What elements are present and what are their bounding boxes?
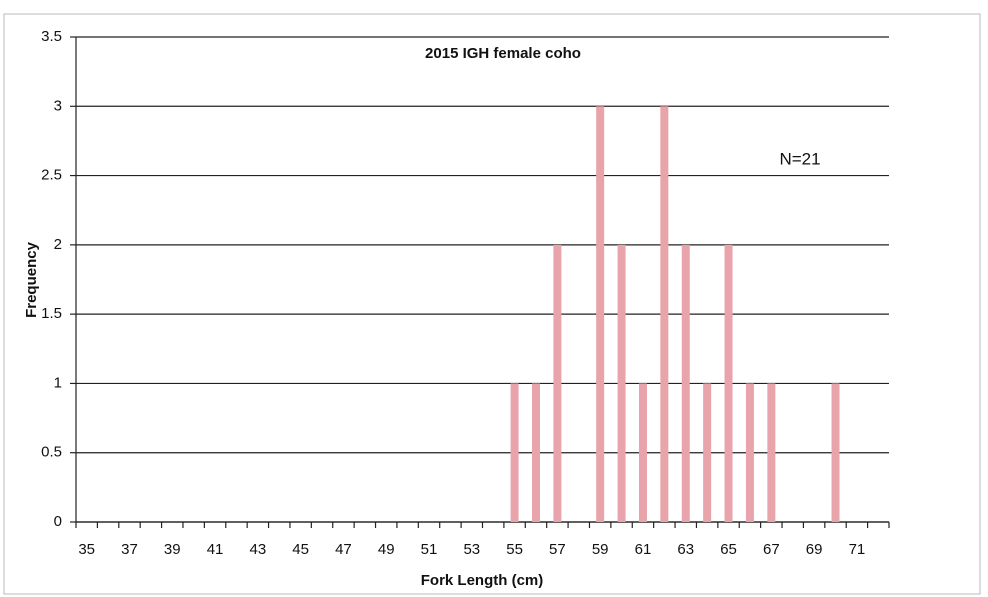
bar bbox=[745, 383, 754, 522]
bar bbox=[638, 383, 647, 522]
bar bbox=[767, 383, 776, 522]
x-tick-label: 49 bbox=[378, 541, 395, 558]
x-tick-label: 37 bbox=[121, 541, 138, 558]
bar bbox=[703, 383, 712, 522]
y-tick-label: 2.5 bbox=[41, 167, 62, 184]
y-tick-label: 3.5 bbox=[41, 28, 62, 45]
x-tick-label: 65 bbox=[720, 541, 737, 558]
bar bbox=[724, 244, 733, 522]
x-tick-label: 69 bbox=[806, 541, 823, 558]
bar bbox=[531, 383, 540, 522]
bar bbox=[596, 106, 605, 523]
x-tick-label: 53 bbox=[463, 541, 480, 558]
y-tick-label: 0.5 bbox=[41, 444, 62, 461]
bar bbox=[617, 244, 626, 522]
bar bbox=[660, 106, 669, 523]
x-tick-label: 45 bbox=[292, 541, 309, 558]
x-tick-label: 55 bbox=[506, 541, 523, 558]
x-tick-label: 61 bbox=[635, 541, 652, 558]
y-tick-label: 3 bbox=[54, 97, 62, 114]
y-tick-label: 1 bbox=[54, 374, 62, 391]
bar bbox=[553, 244, 562, 522]
x-tick-label: 39 bbox=[164, 541, 181, 558]
chart-border bbox=[3, 13, 981, 595]
x-tick-label: 71 bbox=[849, 541, 866, 558]
x-tick-label: 47 bbox=[335, 541, 352, 558]
chart-title: 2015 IGH female coho bbox=[425, 45, 581, 62]
y-axis-label: Frequency bbox=[23, 241, 40, 318]
x-tick-label: 67 bbox=[763, 541, 780, 558]
x-tick-label: 51 bbox=[421, 541, 438, 558]
bar bbox=[510, 383, 519, 522]
x-axis-label: Fork Length (cm) bbox=[421, 572, 544, 589]
x-tick-label: 59 bbox=[592, 541, 609, 558]
bar bbox=[831, 383, 840, 522]
y-tick-label: 2 bbox=[54, 236, 62, 253]
y-tick-label: 0 bbox=[54, 513, 62, 530]
bar bbox=[681, 244, 690, 522]
x-tick-label: 35 bbox=[78, 541, 95, 558]
x-tick-label: 41 bbox=[207, 541, 224, 558]
annotation: N=21 bbox=[779, 149, 820, 168]
x-tick-label: 57 bbox=[549, 541, 566, 558]
x-tick-label: 63 bbox=[677, 541, 694, 558]
x-tick-label: 43 bbox=[250, 541, 267, 558]
y-tick-label: 1.5 bbox=[41, 305, 62, 322]
